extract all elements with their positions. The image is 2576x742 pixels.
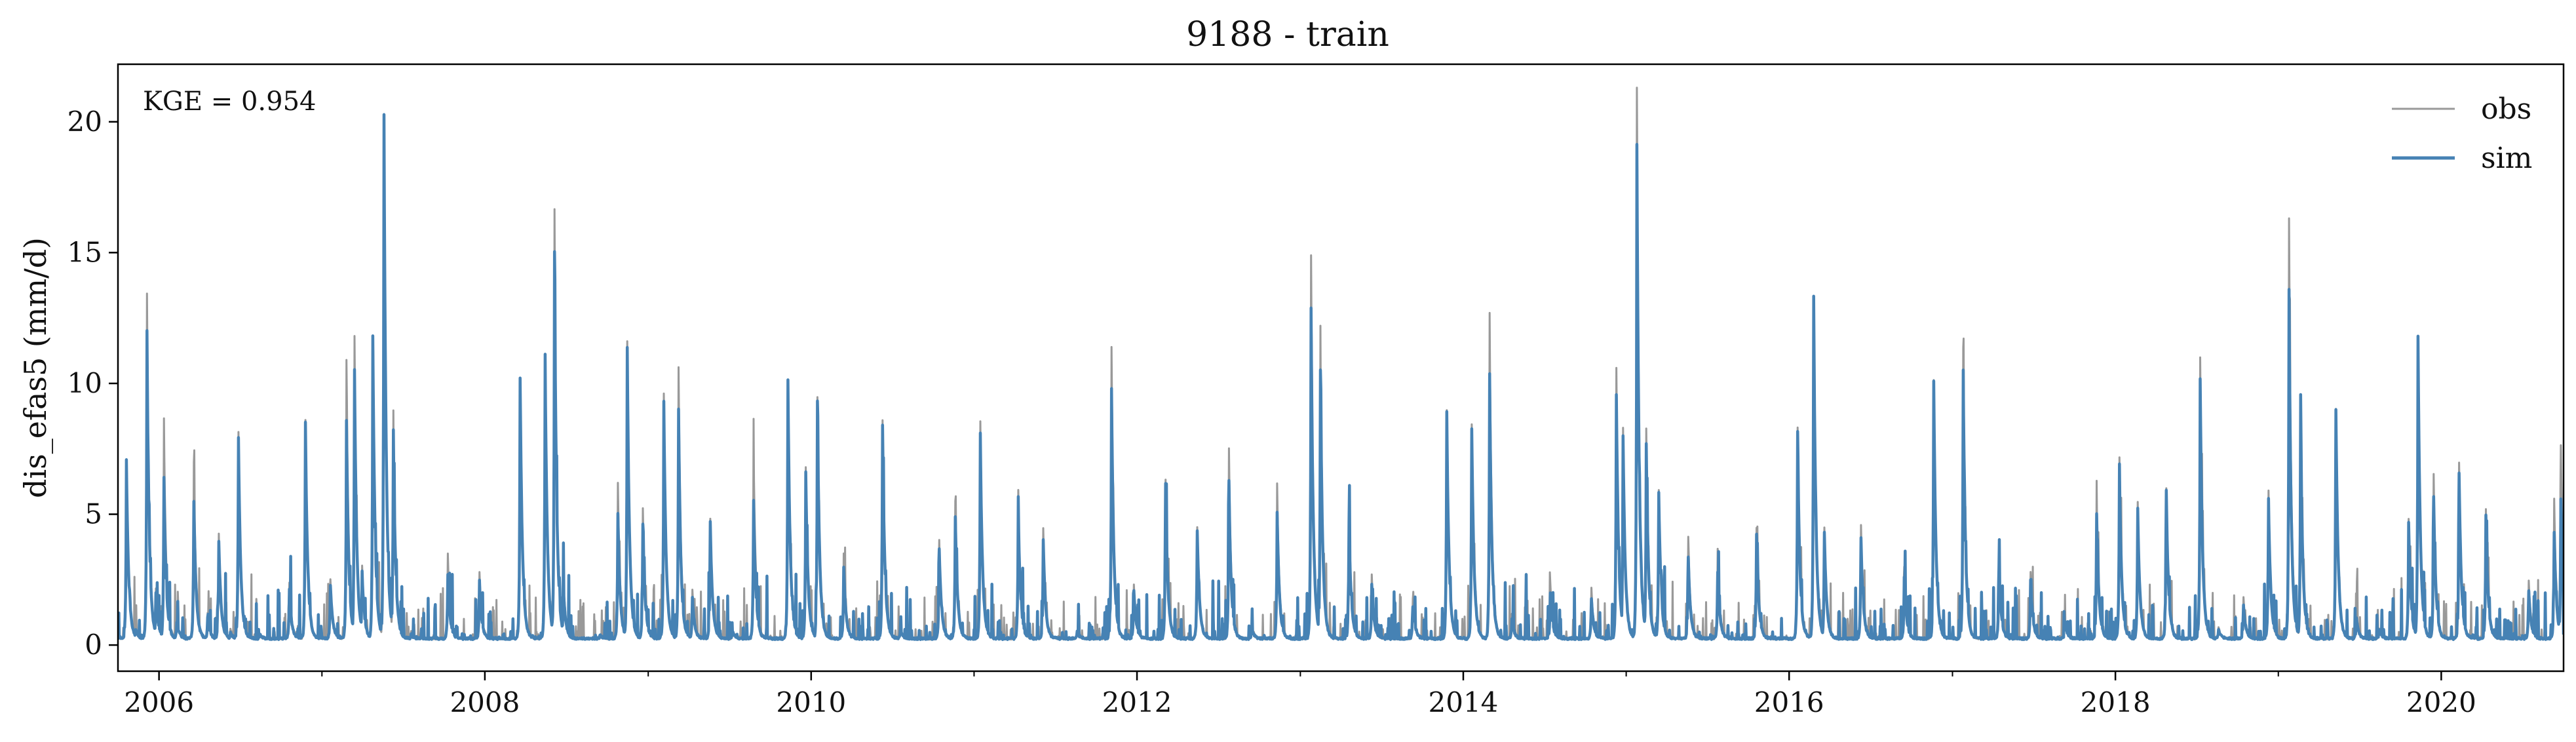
- x-tick-label: 2010: [776, 686, 846, 718]
- plot-area: [118, 87, 2564, 641]
- y-tick-label: 15: [67, 236, 102, 268]
- x-tick-label: 2020: [2406, 686, 2476, 718]
- x-tick-label: 2016: [1754, 686, 1824, 718]
- x-tick-label: 2014: [1429, 686, 1499, 718]
- y-tick-label: 5: [85, 498, 102, 530]
- legend-label-sim: sim: [2481, 142, 2532, 175]
- plot-frame: [117, 63, 2565, 673]
- x-axis: 2006 2008 2010 2012 2014 2016 2018 2020: [124, 671, 2476, 718]
- series-line-obs: [118, 87, 2564, 641]
- y-axis: 0 5 10 15 20: [67, 106, 118, 661]
- x-tick-label: 2008: [450, 686, 520, 718]
- x-tick-label: 2012: [1102, 686, 1172, 718]
- y-axis-label: dis_efas5 (mm/d): [18, 237, 53, 498]
- legend: obs sim: [2392, 92, 2532, 175]
- x-tick-label: 2006: [124, 686, 194, 718]
- series-line-sim: [118, 113, 2564, 641]
- y-tick-label: 0: [85, 629, 102, 661]
- y-tick-label: 20: [67, 106, 102, 138]
- chart-title: 9188 - train: [1186, 15, 1389, 54]
- legend-label-obs: obs: [2481, 92, 2531, 126]
- y-tick-label: 10: [67, 367, 102, 399]
- kge-annotation: KGE = 0.954: [143, 87, 317, 117]
- x-tick-label: 2018: [2081, 686, 2151, 718]
